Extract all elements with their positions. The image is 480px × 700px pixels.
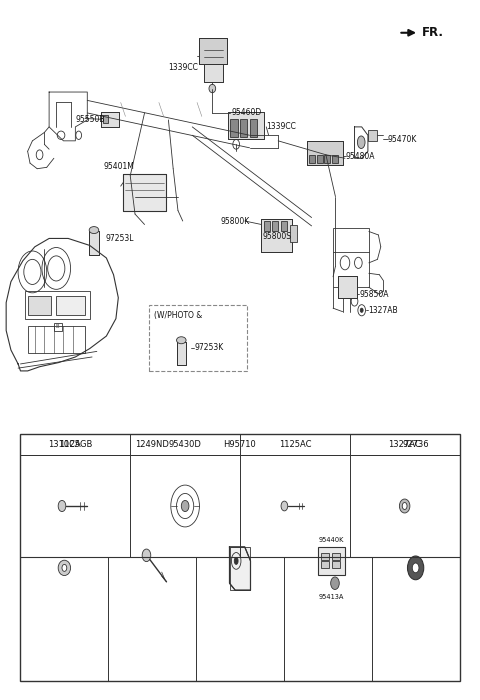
Bar [318,547,345,575]
Bar [103,115,108,123]
Bar [309,155,315,163]
Bar [338,276,357,298]
Bar [332,552,340,559]
Bar [28,295,51,315]
Text: 92736: 92736 [402,440,429,449]
Text: 95470K: 95470K [388,135,417,144]
Text: FR.: FR. [422,27,444,39]
Ellipse shape [360,308,363,312]
Bar [332,561,340,568]
Bar [338,276,357,298]
Bar [28,326,85,354]
Bar [290,225,297,242]
Text: 95430D: 95430D [168,440,202,449]
Bar [317,155,323,163]
Text: 1339CC: 1339CC [266,122,296,132]
Bar [250,119,257,136]
Bar [273,221,278,232]
Text: 95460D: 95460D [231,108,262,118]
Bar [307,141,343,165]
Text: 95800K: 95800K [221,216,250,225]
Text: 95800S: 95800S [263,232,292,241]
Bar [101,111,119,127]
Ellipse shape [177,337,186,344]
Text: 1327AC: 1327AC [388,440,421,449]
Ellipse shape [281,501,288,511]
Bar [199,38,227,64]
Ellipse shape [399,499,410,513]
Bar [324,155,330,163]
Bar [229,547,251,590]
Bar [123,174,166,211]
Ellipse shape [142,549,151,561]
Bar [333,228,369,287]
Ellipse shape [58,560,71,575]
Text: 97253L: 97253L [106,234,134,243]
Ellipse shape [331,577,339,589]
Ellipse shape [234,557,238,564]
Bar [240,119,247,136]
Bar [56,295,85,315]
Bar [332,155,338,163]
Ellipse shape [62,564,67,571]
Text: 1249ND: 1249ND [135,440,169,449]
Bar [204,61,223,82]
Text: 1339CC: 1339CC [168,63,198,72]
Bar [21,434,459,681]
Bar [204,61,223,82]
Ellipse shape [408,556,424,580]
Text: 1327AB: 1327AB [368,306,397,315]
Ellipse shape [89,227,99,234]
Text: 97253K: 97253K [195,344,224,352]
Bar [264,221,270,232]
Ellipse shape [402,503,407,510]
Ellipse shape [209,85,216,92]
Bar [307,141,343,165]
Bar [262,219,292,253]
Bar [89,232,99,256]
Text: 1125GB: 1125GB [59,440,92,449]
Bar [199,38,227,64]
Text: 95401M: 95401M [104,162,135,171]
Bar [123,174,166,211]
Text: 95480A: 95480A [346,152,375,161]
Bar [89,232,99,256]
Text: B: B [56,325,60,330]
Bar [177,342,186,365]
Text: (W/PHOTO &: (W/PHOTO & [154,311,203,320]
Bar [368,130,377,141]
Ellipse shape [58,500,66,512]
Bar [177,342,186,365]
Bar [101,111,119,127]
Bar [321,552,329,559]
Text: 1310CA: 1310CA [48,440,81,449]
Text: 95550B: 95550B [75,116,105,125]
Bar [228,111,264,139]
Text: 95850A: 95850A [360,290,389,299]
Bar [228,111,264,139]
Bar [262,219,292,253]
Ellipse shape [181,500,189,512]
Bar [54,323,61,331]
Bar [281,221,287,232]
Bar [321,561,329,568]
Bar [149,304,247,371]
Text: 1125AC: 1125AC [278,440,311,449]
Text: H95710: H95710 [224,440,256,449]
Ellipse shape [358,136,365,148]
Bar [230,119,238,136]
Text: 95413A: 95413A [319,594,344,600]
Ellipse shape [412,563,419,573]
Bar [25,290,90,318]
Text: 95440K: 95440K [319,537,344,543]
